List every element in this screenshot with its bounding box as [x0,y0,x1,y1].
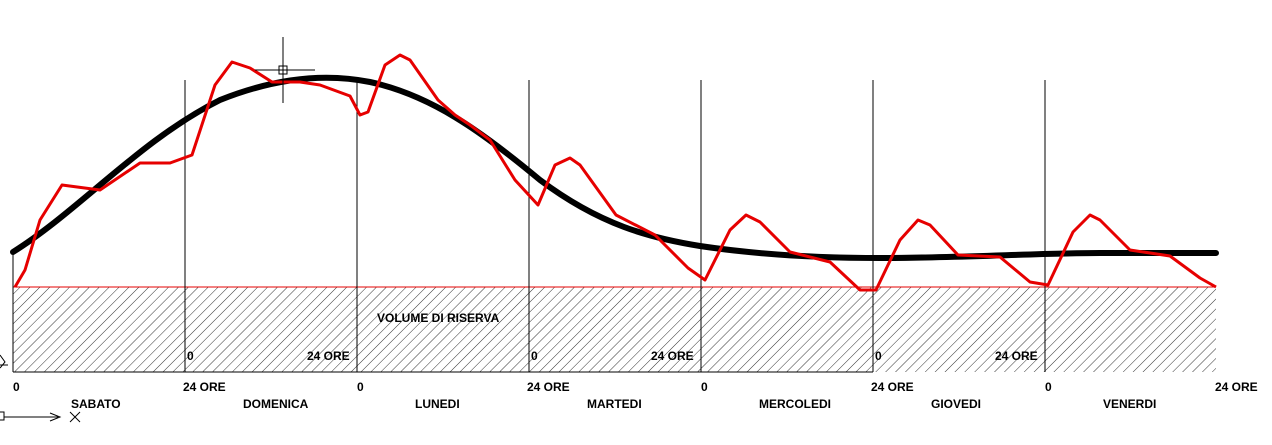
bottom-start-label: 0 [357,380,364,394]
inner-start-label: 0 [875,349,882,363]
day-label: GIOVEDI [931,397,981,411]
inner-end-label: 24 ORE [995,349,1038,363]
bottom-start-label: 0 [701,380,708,394]
inner-hour-labels: 0 24 ORE 0 24 ORE 0 24 ORE [187,349,1038,363]
day-label: MERCOLEDI [759,397,831,411]
bottom-start-label: 0 [13,380,20,394]
day-dividers [184,80,1046,372]
day-label: VENERDI [1103,397,1156,411]
day-label: SABATO [71,397,121,411]
inner-end-label: 24 ORE [307,349,350,363]
ucs-axis-icon [0,354,81,423]
demand-volume-curve [13,53,1217,292]
bottom-hour-labels: 0 0 0 0 24 ORE 24 ORE 24 ORE 24 ORE [13,380,1258,394]
inner-start-label: 0 [531,349,538,363]
day-label: LUNEDI [415,397,460,411]
bottom-end-label: 24 ORE [871,380,914,394]
bottom-end-label: 24 ORE [527,380,570,394]
bottom-end-label: 24 ORE [183,380,226,394]
bottom-end-label: 24 ORE [1215,380,1258,394]
average-volume-curve [10,74,1219,261]
reserve-label: VOLUME DI RISERVA [377,311,500,325]
day-label: DOMENICA [243,397,309,411]
day-labels: SABATO DOMENICA LUNEDI MARTEDI MERCOLEDI GIOV… [71,397,1156,411]
inner-end-label: 24 ORE [651,349,694,363]
reserve-volume-hatch [13,287,1216,372]
cad-crosshair-cursor-icon [255,37,315,103]
inner-start-label: 0 [187,349,194,363]
bottom-start-label: 0 [1045,380,1052,394]
day-label: MARTEDI [587,397,642,411]
